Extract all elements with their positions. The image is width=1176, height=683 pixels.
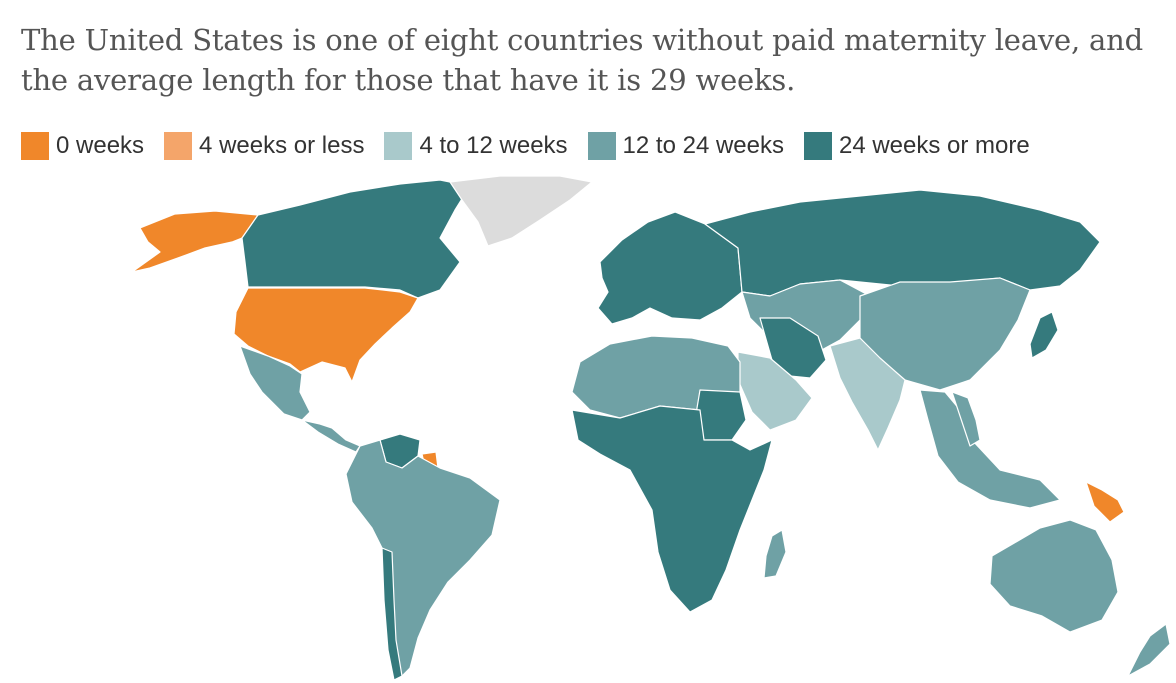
region-southeast-asia	[919, 389, 1061, 509]
legend-label: 4 to 12 weeks	[419, 132, 568, 159]
region-central-america	[301, 419, 361, 453]
legend-item-12-to-24-weeks: 12 to 24 weeks	[587, 132, 784, 160]
legend-item-4-weeks-or-less: 4 weeks or less	[164, 132, 364, 160]
headline: The United States is one of eight countr…	[21, 23, 1143, 97]
region-united-states	[233, 287, 419, 383]
legend-swatch	[803, 132, 832, 160]
region-sub-saharan-africa	[571, 405, 773, 613]
legend-swatch	[21, 132, 49, 160]
world-map	[131, 175, 1171, 681]
legend-item-4-to-12-weeks: 4 to 12 weeks	[384, 132, 568, 160]
region-south-america	[345, 439, 501, 679]
region-canada	[241, 179, 471, 299]
legend-swatch	[384, 132, 413, 160]
region-new-zealand	[1127, 623, 1171, 677]
legend-swatch	[164, 132, 193, 160]
legend-label: 24 weeks or more	[838, 132, 1030, 159]
region-europe	[597, 211, 743, 325]
region-vietnam	[951, 391, 981, 447]
region-madagascar	[763, 529, 787, 579]
region-greenland	[449, 175, 593, 247]
region-india	[829, 337, 906, 451]
region-arabian-peninsula	[737, 351, 813, 431]
region-australia	[989, 519, 1119, 633]
region-papua-new-guinea	[1085, 481, 1125, 523]
legend-label: 12 to 24 weeks	[622, 132, 784, 159]
region-japan	[1029, 311, 1059, 359]
legend-label: 0 weeks	[56, 132, 145, 159]
legend-swatch	[587, 132, 616, 160]
legend: 0 weeks 4 weeks or less 4 to 12 weeks 12…	[21, 131, 1050, 161]
region-mexico	[239, 345, 311, 421]
legend-label: 4 weeks or less	[199, 132, 365, 159]
region-alaska	[131, 210, 259, 273]
legend-item-24-weeks-or-more: 24 weeks or more	[803, 132, 1030, 160]
legend-item-0-weeks: 0 weeks	[21, 132, 144, 160]
region-chile	[381, 547, 403, 681]
region-russia	[704, 189, 1101, 297]
